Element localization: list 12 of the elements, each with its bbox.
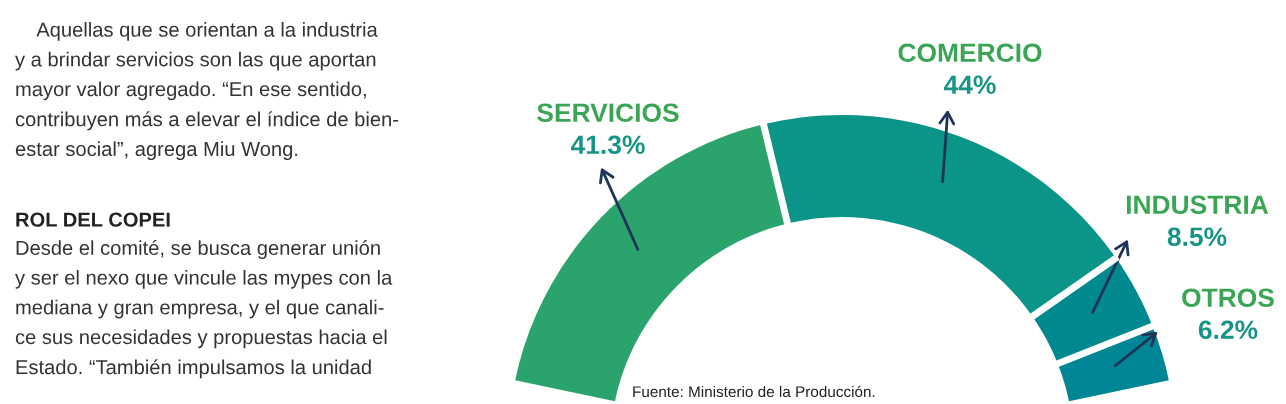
slice-label: OTROS bbox=[1182, 288, 1274, 308]
slice-label: INDUSTRIA bbox=[1126, 195, 1269, 215]
text: Aquellas que se orientan a la industria y a brindar servicios son las que aportan mayor valor agregado. “En ese sentido, contribuyen más a elevar el índice de bien- estar social”, agrega Miu Wong. bbox=[15, 22, 399, 161]
slice-label: COMERCIO bbox=[898, 43, 1042, 63]
slice-label: SERVICIOS bbox=[537, 103, 679, 123]
data-label: 8.5% bbox=[1167, 227, 1227, 247]
data-label: 44% bbox=[943, 75, 996, 95]
text: ROL DEL COPEI bbox=[16, 212, 170, 227]
data-label: 6.2% bbox=[1198, 320, 1258, 340]
text: Desde el comité, se busca generar unión y ser el nexo que vincule las mypes con la mediana y gran empresa, y el que canali- ce sus necesidades y propuestas hacia el Estado. “También impulsamos la unidad bbox=[15, 240, 393, 379]
data-label: 41.3% bbox=[570, 135, 645, 155]
source-note: Fuente: Ministerio de la Producción. bbox=[633, 385, 875, 398]
